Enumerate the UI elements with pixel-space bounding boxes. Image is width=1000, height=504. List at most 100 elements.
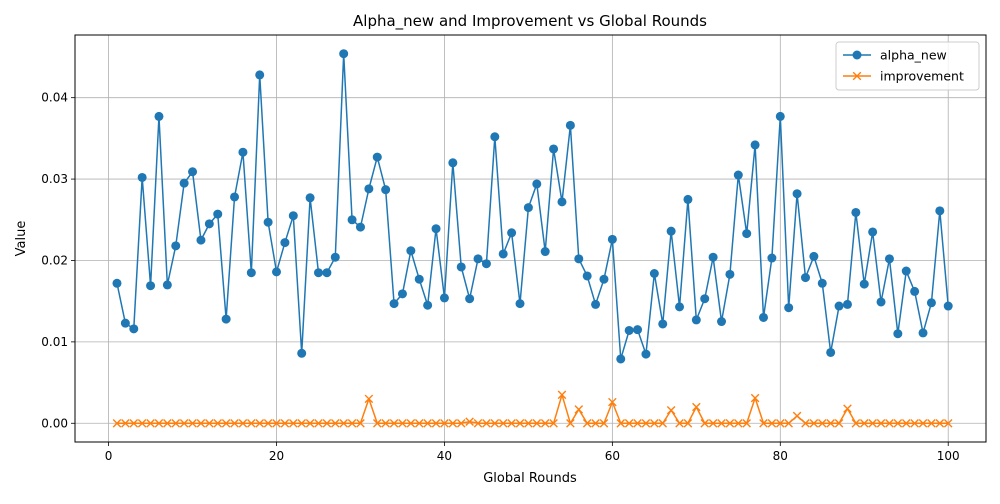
improvement-point [188,418,197,428]
alpha_new-point [406,246,416,256]
alpha_new-point [230,192,240,202]
alpha_new-point [633,325,643,335]
legend-marker [852,50,862,60]
improvement-point [557,390,567,400]
improvement-point [566,418,575,428]
improvement-point [381,418,390,428]
alpha_new-point [297,348,307,358]
alpha_new-point [616,354,626,364]
x-axis-label: Global Rounds [483,471,577,486]
alpha_new-line [116,52,949,360]
alpha_new-point [423,300,433,310]
improvement-point [775,418,785,428]
alpha_new-point [717,317,727,327]
improvement-point [742,418,751,428]
improvement-point [473,418,483,428]
alpha_new-point [926,298,936,308]
alpha_new-point [507,228,517,238]
alpha_new-point [691,315,701,325]
legend-box [835,41,980,91]
improvement-point [750,393,760,403]
improvement-point [582,418,592,428]
improvement-point [935,418,945,428]
improvement-point [347,418,357,428]
series-layer [112,49,953,428]
improvement-point [448,418,458,428]
alpha_new-point [624,325,634,335]
improvement-point [524,418,533,428]
alpha_new-point [263,217,273,227]
alpha_new-point [876,297,886,307]
y-tick-label: 0.00 [41,416,68,430]
alpha_new-point [322,268,332,278]
improvement-point [456,418,466,428]
x-tick-label: 60 [605,449,620,463]
improvement-point [205,418,214,428]
alpha_new-point [792,189,802,199]
improvement-point [280,418,290,428]
alpha_new-point [272,267,282,277]
improvement-point [641,418,651,428]
alpha_new-point [490,132,500,142]
alpha_new-point [683,194,693,204]
alpha_new-point [910,286,920,296]
series-alpha_new [112,49,953,364]
alpha_new-point [800,273,810,283]
improvement-point [154,418,164,428]
alpha_new-point [498,249,508,259]
alpha_new-point [389,299,399,309]
alpha_new-point [842,299,852,309]
alpha_new-point [280,238,290,248]
improvement-point [482,418,491,428]
alpha_new-point [481,259,491,269]
improvement-point [498,418,508,428]
improvement-point [330,418,340,428]
improvement-point [675,418,684,428]
improvement-point [817,418,827,428]
alpha_new-point [179,178,189,188]
alpha_new-point [330,252,340,262]
improvement-point [314,418,323,428]
improvement-point [876,418,886,428]
improvement-point [692,402,701,412]
alpha_new-point [599,274,609,284]
alpha_new-point [347,215,357,225]
alpha_new-point [532,179,542,189]
improvement-point [490,418,500,428]
improvement-point [515,418,525,428]
alpha_new-point [238,147,248,157]
improvement-point [717,418,726,428]
improvement-point [666,405,676,415]
alpha_new-point [708,252,718,262]
alpha_new-point [884,254,894,264]
improvement-point [440,418,449,428]
improvement-point [616,418,626,428]
alpha_new-point [288,211,298,221]
alpha_new-point [742,229,752,239]
improvement-point [112,418,122,428]
x-tick-label: 40 [437,449,452,463]
alpha_new-point [171,241,181,251]
improvement-point [633,418,642,428]
alpha_new-point [221,314,231,324]
alpha_new-point [129,324,139,334]
alpha_new-point [431,224,441,234]
alpha_new-point [901,266,911,276]
improvement-point [868,418,877,428]
alpha_new-point [767,253,777,263]
improvement-point [650,418,659,428]
improvement-point [465,417,474,426]
y-tick-label: 0.03 [41,172,68,186]
alpha_new-point [582,271,592,281]
improvement-point [146,418,155,428]
alpha_new-point [649,269,659,279]
series-improvement [112,390,953,428]
alpha_new-point [448,158,458,168]
alpha_new-point [574,254,584,264]
alpha_new-point [196,235,206,245]
improvement-point [121,418,130,428]
improvement-point [297,418,306,428]
improvement-point [230,418,239,428]
y-tick-label: 0.04 [41,91,68,105]
